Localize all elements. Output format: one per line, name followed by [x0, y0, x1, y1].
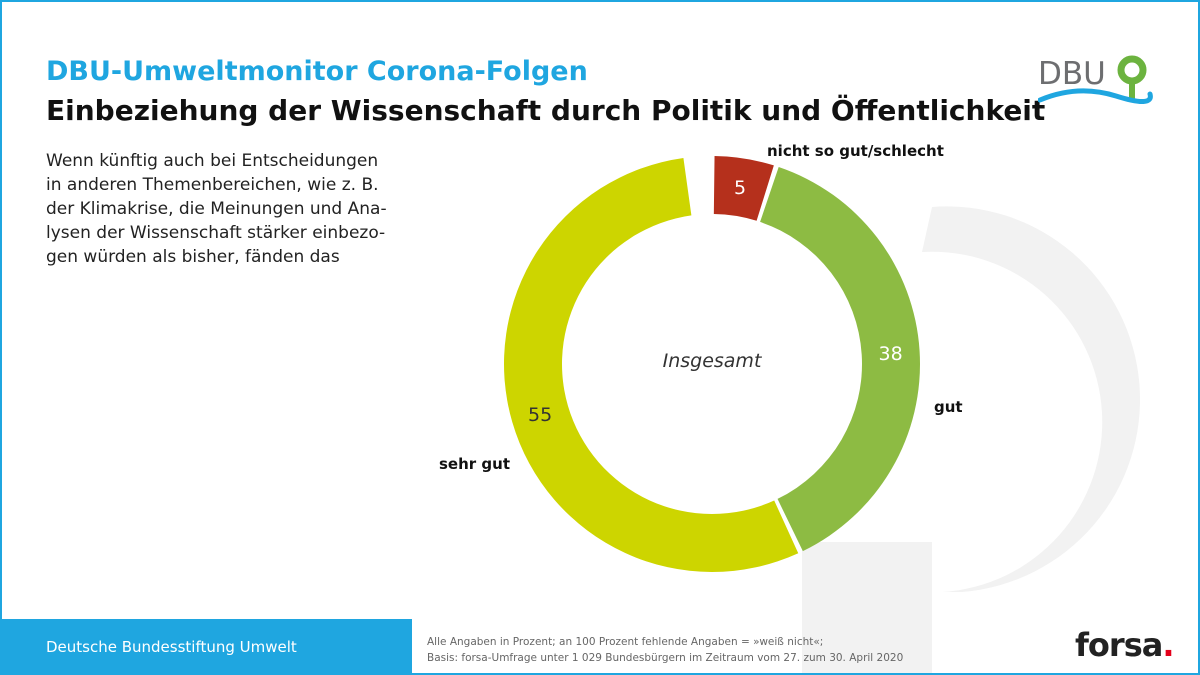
footer-bar — [2, 619, 412, 673]
watermark-stem — [802, 542, 932, 673]
dbu-logo: DBU — [1038, 55, 1153, 104]
donut-center-label: Insgesamt — [663, 350, 763, 372]
footnote-line: Basis: forsa-Umfrage unter 1 029 Bundesb… — [427, 652, 904, 664]
dbu-watermark — [802, 206, 1141, 673]
forsa-logo-dot: . — [1162, 626, 1174, 664]
slice-category-label-0: nicht so gut/schlecht — [767, 142, 944, 160]
donut-slice-1 — [760, 166, 921, 552]
page-supertitle: DBU-Umweltmonitor Corona-Folgen — [46, 56, 588, 87]
question-line: in anderen Themenbereichen, wie z. B. — [46, 175, 379, 195]
donut-slice-2 — [504, 157, 799, 572]
dbu-logo-stem — [1129, 78, 1135, 102]
question-line: lysen der Wissenschaft stärker einbezo- — [46, 223, 386, 243]
question-text: Wenn künftig auch bei Entscheidungen in … — [46, 149, 387, 269]
footer-organization: Deutsche Bundesstiftung Umwelt — [46, 638, 297, 656]
slice-value-label-1: 38 — [879, 343, 903, 365]
donut-value-labels: 5 38 55 — [528, 177, 903, 426]
question-line: gen würden als bisher, fänden das — [46, 247, 340, 267]
dbu-logo-wave — [1038, 88, 1153, 104]
page-title: Einbeziehung der Wissenschaft durch Poli… — [46, 94, 1046, 127]
footnote: Alle Angaben in Prozent; an 100 Prozent … — [427, 634, 903, 666]
donut-slice-0 — [713, 156, 774, 221]
slice-value-label-0: 5 — [734, 177, 746, 199]
slice-category-label-1: gut — [934, 398, 963, 416]
forsa-logo: forsa. — [1075, 626, 1174, 664]
watermark-arc — [922, 206, 1141, 592]
footnote-line: Alle Angaben in Prozent; an 100 Prozent … — [427, 636, 824, 648]
slice-value-label-2: 55 — [528, 404, 552, 426]
dbu-logo-leaf — [1117, 55, 1147, 85]
slice-category-label-2: sehr gut — [439, 455, 510, 473]
forsa-logo-text: forsa — [1075, 626, 1163, 664]
donut-slices — [504, 156, 921, 572]
question-line: Wenn künftig auch bei Entscheidungen — [46, 151, 379, 171]
question-line: der Klimakrise, die Meinungen und Ana- — [46, 199, 387, 219]
dbu-logo-text: DBU — [1038, 56, 1106, 92]
